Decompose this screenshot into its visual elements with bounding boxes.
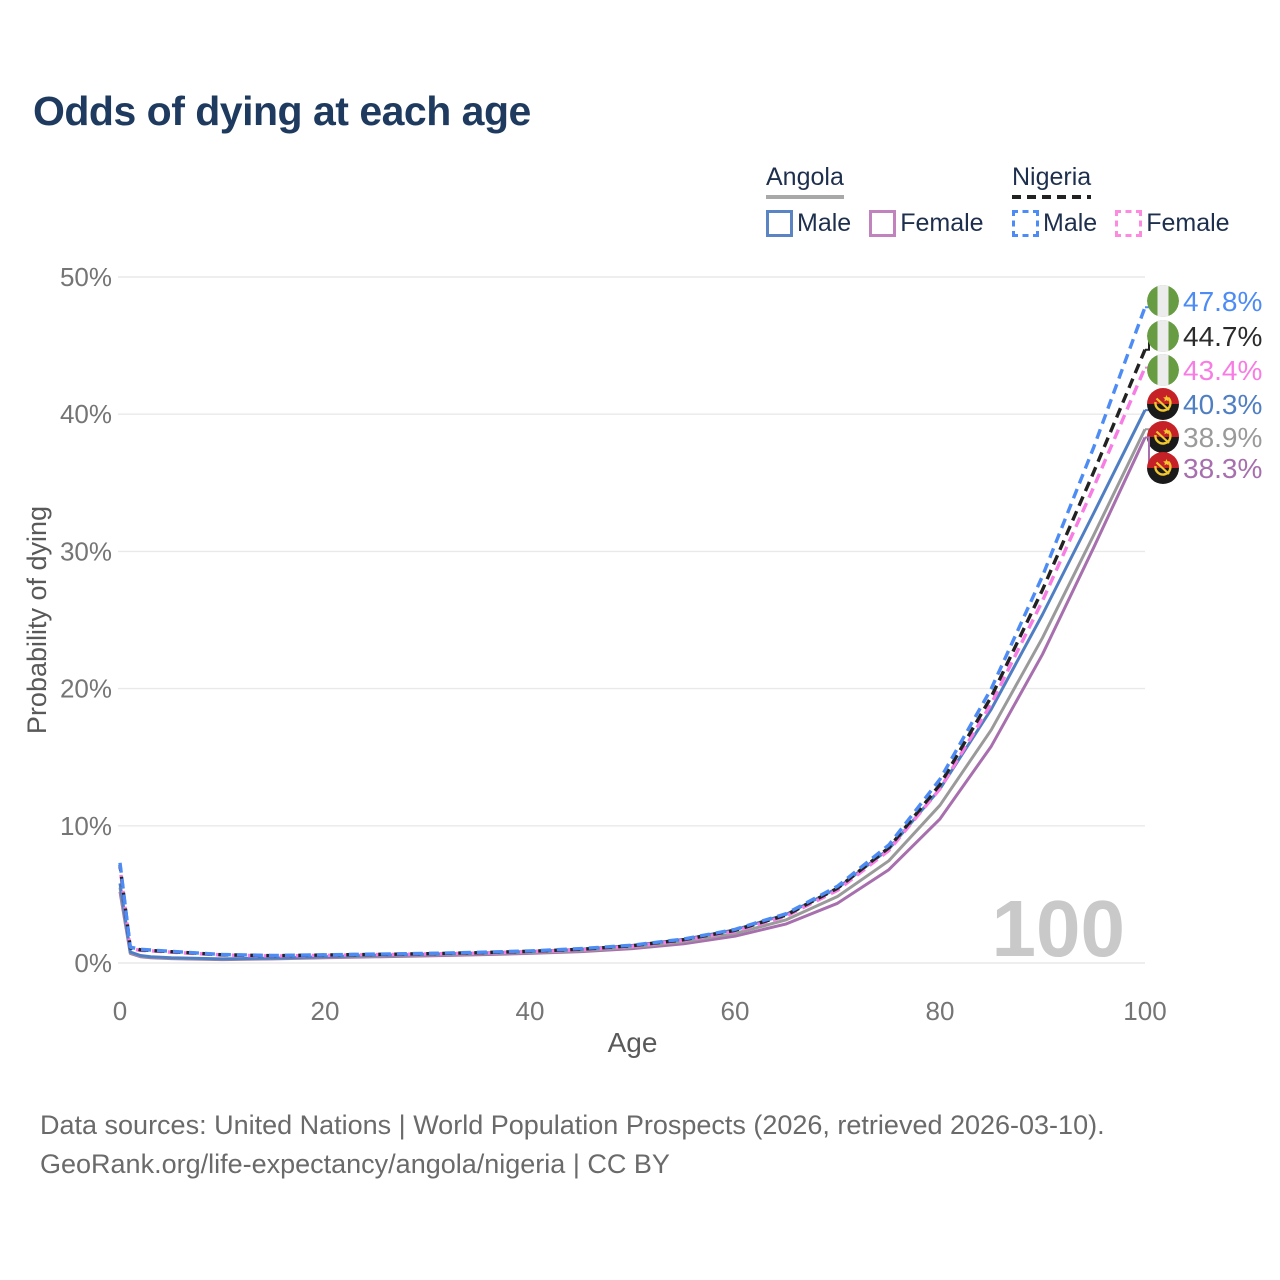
nigeria-flag-icon <box>1147 320 1179 352</box>
page-title: Odds of dying at each age <box>33 88 531 134</box>
legend-underline-nigeria <box>1012 195 1092 199</box>
legend-title-angola: Angola <box>766 163 844 191</box>
nigeria-flag-icon <box>1147 354 1179 386</box>
legend-item-angola-female[interactable]: Female <box>869 209 984 238</box>
angola-male-swatch-icon <box>766 210 793 237</box>
footer-line-1: Data sources: United Nations | World Pop… <box>40 1110 1105 1140</box>
y-tick-label-0pct: 0% <box>74 948 112 978</box>
y-tick-label-10pct: 10% <box>60 811 112 841</box>
angola-flag-icon <box>1147 421 1179 453</box>
legend-items-angola: Male Female <box>766 209 984 238</box>
x-tick-label-100: 100 <box>1123 996 1166 1026</box>
legend-label-angola-male: Male <box>797 209 852 237</box>
end-label-nigeria-male: 47.8% <box>1183 286 1262 317</box>
series-line-nigeria-female <box>118 366 1147 958</box>
legend-item-nigeria-female[interactable]: Female <box>1115 209 1230 238</box>
x-tick-label-40: 40 <box>516 996 545 1026</box>
angola-female-swatch-icon <box>869 210 897 237</box>
legend-group-nigeria: Nigeria Male Female <box>1012 163 1230 238</box>
end-label-nigeria-both-sexes: 44.7% <box>1183 321 1262 352</box>
x-tick-label-20: 20 <box>311 996 340 1026</box>
y-tick-label-40pct: 40% <box>60 399 112 429</box>
age-marker-watermark: 100 <box>992 884 1125 973</box>
x-tick-label-60: 60 <box>721 996 750 1026</box>
y-tick-label-50pct: 50% <box>60 262 112 292</box>
series-line-nigeria-male <box>118 306 1147 958</box>
end-label-nigeria-female: 43.4% <box>1183 355 1262 386</box>
x-tick-label-80: 80 <box>926 996 955 1026</box>
legend-label-angola-female: Female <box>900 209 984 237</box>
nigeria-flag-icon <box>1147 285 1179 317</box>
x-axis-title: Age <box>608 1027 658 1058</box>
y-axis-title: Probability of dying <box>22 506 52 734</box>
nigeria-male-swatch-icon <box>1012 210 1039 237</box>
angola-flag-icon <box>1147 388 1179 420</box>
footer-line-2: GeoRank.org/life-expectancy/angola/niger… <box>40 1149 670 1179</box>
end-label-angola-male: 40.3% <box>1183 389 1262 420</box>
legend-title-nigeria: Nigeria <box>1012 163 1092 191</box>
series-line-angola-female <box>118 436 1147 962</box>
angola-flag-icon <box>1147 452 1179 484</box>
series-line-angola-both-sexes <box>118 428 1147 961</box>
x-tick-label-0: 0 <box>113 996 127 1026</box>
legend-item-angola-male[interactable]: Male <box>766 209 851 238</box>
legend-group-angola: Angola Male Female <box>766 163 984 238</box>
series-line-nigeria-both-sexes <box>118 349 1147 958</box>
y-tick-label-30pct: 30% <box>60 536 112 566</box>
legend-items-nigeria: Male Female <box>1012 209 1230 238</box>
legend-label-nigeria-female: Female <box>1146 209 1230 237</box>
legend-item-nigeria-male[interactable]: Male <box>1012 209 1097 238</box>
legend-label-nigeria-male: Male <box>1043 209 1098 237</box>
series-line-angola-male <box>118 409 1147 961</box>
y-tick-label-20pct: 20% <box>60 674 112 704</box>
end-label-angola-both-sexes: 38.9% <box>1183 422 1262 453</box>
legend-head-angola: Angola <box>766 163 844 199</box>
nigeria-female-swatch-icon <box>1115 210 1143 237</box>
footer: Data sources: United Nations | World Pop… <box>40 1106 1105 1184</box>
end-label-angola-female: 38.3% <box>1183 453 1262 484</box>
legend-underline-angola <box>766 195 844 199</box>
legend-head-nigeria: Nigeria <box>1012 163 1092 199</box>
